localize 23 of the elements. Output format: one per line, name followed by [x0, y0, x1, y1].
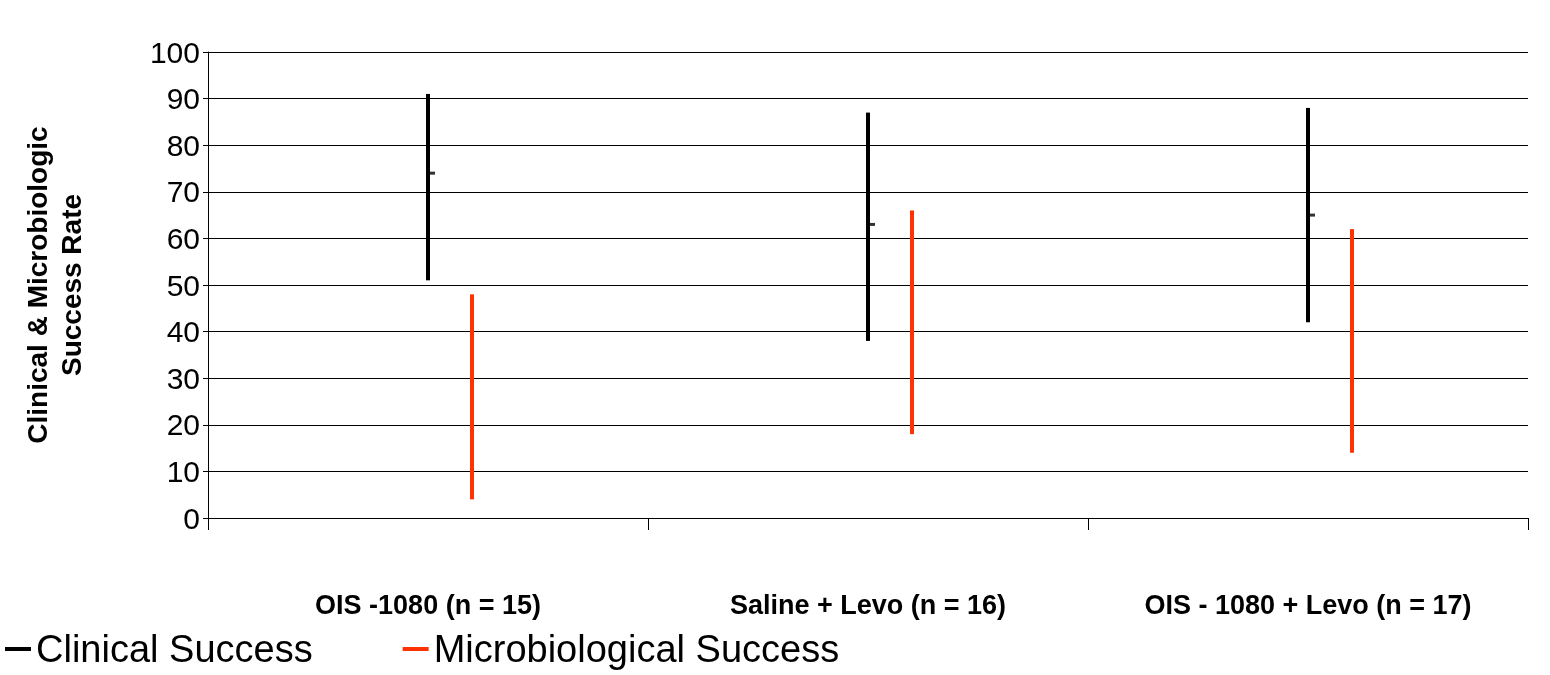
- y-tick-label: 30: [166, 361, 200, 395]
- y-tick-label: 70: [166, 175, 200, 209]
- x-tick-label: OIS -1080 (n = 15): [315, 590, 541, 620]
- y-tick-label: 20: [166, 408, 200, 442]
- point: [869, 222, 875, 226]
- bar: [1350, 229, 1354, 453]
- y-tick-label: 90: [166, 82, 200, 116]
- legend-label: Clinical Success: [36, 628, 313, 670]
- y-tick-label: 60: [166, 221, 200, 255]
- x-tick-label: OIS - 1080 + Levo (n = 17): [1144, 590, 1472, 620]
- bar: [470, 294, 474, 500]
- point: [1309, 213, 1315, 217]
- x-tick-label: Saline + Levo (n = 16): [729, 590, 1007, 620]
- y-tick-label: 40: [166, 315, 200, 349]
- y-axis-title: Clinical & Microbiologic Success Rate: [21, 126, 87, 444]
- bar: [910, 210, 914, 435]
- y-tick-label: 0: [183, 501, 200, 535]
- y-tick-label: 50: [166, 268, 200, 302]
- y-tick-label: 10: [166, 454, 200, 488]
- y-tick-label: 80: [166, 128, 200, 162]
- legend-label: Microbiological Success: [433, 628, 840, 670]
- y-tick-label: 100: [149, 35, 200, 69]
- point: [429, 171, 435, 175]
